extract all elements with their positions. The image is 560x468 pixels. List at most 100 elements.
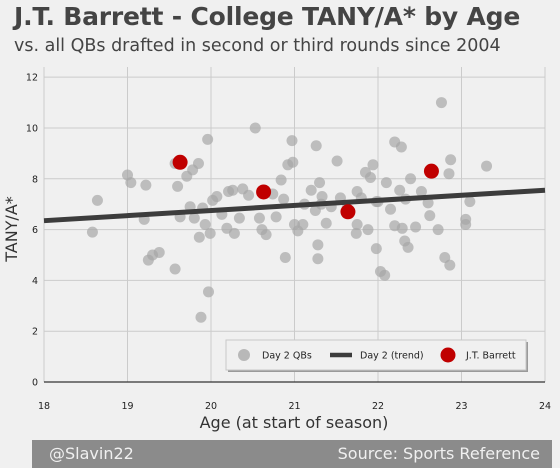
day2-point bbox=[228, 227, 240, 239]
barrett-points bbox=[172, 154, 439, 220]
day2-point bbox=[193, 231, 205, 243]
day2-point bbox=[172, 180, 184, 192]
day2-point bbox=[379, 269, 391, 281]
y-axis-label: TANY/A* bbox=[2, 196, 21, 263]
day2-point bbox=[211, 191, 223, 203]
day2-point bbox=[153, 246, 165, 258]
day2-point bbox=[320, 217, 332, 229]
x-tick-label: 21 bbox=[288, 401, 300, 412]
day2-point bbox=[188, 212, 200, 224]
day2-point bbox=[380, 177, 392, 189]
day2-point bbox=[305, 184, 317, 196]
day2-point bbox=[169, 263, 181, 275]
day2-point bbox=[402, 241, 414, 253]
day2-point bbox=[445, 154, 457, 166]
day2-point bbox=[394, 184, 406, 196]
x-tick-label: 18 bbox=[38, 401, 50, 412]
day2-point bbox=[202, 286, 214, 298]
day2-point bbox=[278, 193, 290, 205]
chart-subtitle: vs. all QBs drafted in second or third r… bbox=[14, 36, 501, 56]
day2-point bbox=[243, 189, 255, 201]
day2-point bbox=[312, 239, 324, 251]
day2-point bbox=[297, 219, 309, 230]
x-tick-label: 23 bbox=[455, 401, 467, 412]
day2-point bbox=[410, 221, 422, 233]
day2-point bbox=[395, 141, 407, 153]
y-tick-label: 0 bbox=[32, 378, 38, 389]
day2-point bbox=[481, 160, 493, 172]
day2-point bbox=[287, 156, 299, 168]
day2-point bbox=[350, 227, 362, 239]
day2-point bbox=[460, 219, 472, 230]
y-tick-label: 10 bbox=[26, 123, 38, 134]
day2-point bbox=[86, 226, 98, 238]
legend-barrett-marker bbox=[440, 347, 456, 363]
day2-points bbox=[86, 97, 493, 323]
day2-point bbox=[192, 158, 204, 170]
footer-credit: @Slavin22 bbox=[49, 444, 134, 463]
day2-point bbox=[405, 173, 417, 185]
day2-point bbox=[310, 140, 322, 152]
day2-point bbox=[432, 224, 444, 236]
legend-box bbox=[225, 339, 527, 371]
x-tick-label: 24 bbox=[539, 401, 551, 412]
day2-point bbox=[424, 210, 436, 222]
y-tick-label: 4 bbox=[32, 276, 38, 287]
day2-point bbox=[286, 135, 298, 147]
barrett-point bbox=[340, 204, 356, 220]
day2-point bbox=[415, 185, 427, 197]
trend-layer bbox=[43, 187, 546, 224]
day2-point bbox=[233, 212, 245, 224]
trend-line bbox=[43, 187, 546, 224]
day2-point bbox=[364, 172, 376, 184]
legend: Day 2 QBs Day 2 (trend) J.T. Barrett bbox=[225, 339, 528, 372]
day2-point bbox=[260, 229, 272, 241]
day2-point bbox=[331, 155, 343, 167]
day2-point bbox=[249, 122, 261, 134]
x-tick-label: 22 bbox=[372, 401, 384, 412]
y-tick-label: 6 bbox=[32, 225, 38, 236]
day2-point bbox=[140, 179, 152, 191]
day2-point bbox=[195, 311, 207, 323]
day2-point bbox=[351, 219, 363, 230]
chart-title: J.T. Barrett - College TANY/A* by Age bbox=[14, 2, 521, 31]
legend-day2-marker bbox=[238, 349, 250, 361]
day2-point bbox=[444, 259, 456, 271]
barrett-point bbox=[172, 154, 188, 170]
footer-source: Source: Sports Reference bbox=[337, 444, 540, 463]
day2-point bbox=[270, 211, 282, 223]
day2-point bbox=[314, 177, 326, 189]
day2-point bbox=[396, 222, 408, 234]
day2-point bbox=[370, 243, 382, 255]
y-tick-label: 2 bbox=[32, 327, 38, 338]
day2-point bbox=[464, 196, 476, 208]
day2-point bbox=[253, 212, 265, 224]
barrett-point bbox=[423, 163, 439, 179]
legend-trend-label: Day 2 (trend) bbox=[360, 351, 424, 362]
day2-point bbox=[385, 203, 397, 215]
day2-point bbox=[125, 177, 137, 189]
day2-point bbox=[199, 219, 211, 230]
x-axis-label: Age (at start of season) bbox=[200, 413, 389, 432]
day2-point bbox=[91, 194, 103, 206]
day2-point bbox=[227, 184, 239, 196]
legend-barrett-label: J.T. Barrett bbox=[465, 351, 516, 362]
day2-point bbox=[316, 191, 328, 203]
day2-point bbox=[362, 224, 374, 236]
legend-day2-label: Day 2 QBs bbox=[262, 351, 312, 362]
x-tick-label: 20 bbox=[205, 401, 217, 412]
x-tick-label: 19 bbox=[121, 401, 133, 412]
day2-point bbox=[367, 159, 379, 171]
day2-point bbox=[275, 174, 287, 186]
barrett-point bbox=[256, 184, 272, 200]
day2-point bbox=[312, 253, 324, 265]
y-tick-label: 12 bbox=[26, 73, 38, 84]
footer-bar: @Slavin22 Source: Sports Reference bbox=[32, 440, 552, 468]
day2-point bbox=[202, 133, 214, 145]
day2-point bbox=[435, 97, 447, 109]
day2-point bbox=[443, 168, 455, 180]
day2-point bbox=[422, 197, 434, 209]
y-tick-label: 8 bbox=[32, 174, 38, 185]
